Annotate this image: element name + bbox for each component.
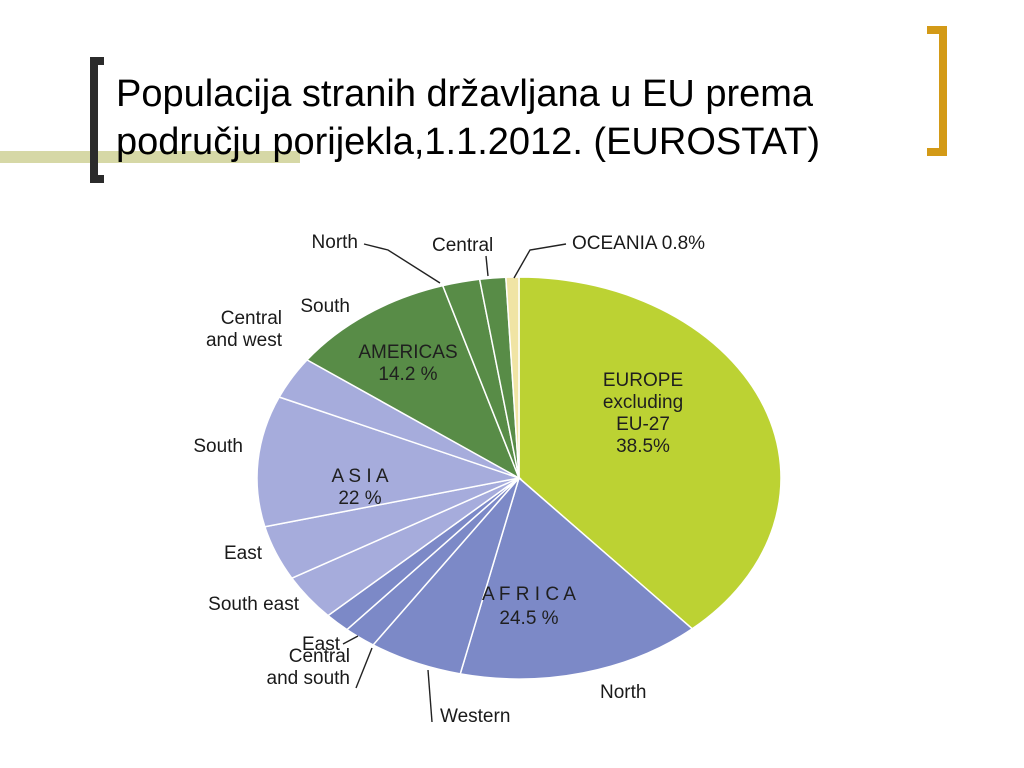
title-line-2: području porijekla,1.1.2012. (EUROSTAT) bbox=[116, 121, 821, 163]
slice-label-asia-south-east: South east bbox=[208, 594, 300, 615]
leader-line-americas-north bbox=[363, 243, 441, 284]
slice-label-asia-east: East bbox=[224, 543, 263, 564]
slice-label-africa-north: North bbox=[600, 682, 646, 703]
slice-label-oceania-oceania-0-8: OCEANIA 0.8% bbox=[572, 233, 705, 254]
group-label-africa: A F R I C A 24.5 % bbox=[482, 584, 576, 629]
slice-label-americas-north: North bbox=[312, 232, 358, 253]
leader-line-africa-east bbox=[342, 635, 359, 645]
group-label-asia: A S I A 22 % bbox=[331, 466, 388, 509]
group-label-americas: AMERICAS 14.2 % bbox=[358, 342, 457, 385]
pie-slice-africa-north bbox=[459, 476, 694, 680]
slice-label-africa-central-and-south: Central and south bbox=[267, 646, 350, 689]
slice-label-asia-central-and-west: Central and west bbox=[206, 308, 283, 351]
left-bracket-decoration bbox=[90, 57, 104, 183]
group-label-europe-excluding-eu-27: EUROPE excluding EU-27 38.5% bbox=[603, 370, 683, 457]
slice-label-americas-south: South bbox=[300, 296, 350, 317]
pie-slice-americas-south bbox=[305, 284, 521, 480]
leader-line-oceania-oceania-0-8 bbox=[513, 243, 567, 279]
slice-label-africa-east: East bbox=[302, 634, 341, 655]
leader-line-africa-central-and-south bbox=[355, 647, 373, 689]
slice-label-americas-central: Central bbox=[432, 235, 493, 256]
slice-label-africa-western: Western bbox=[440, 706, 510, 727]
leader-line-americas-central bbox=[485, 255, 489, 277]
decorative-bar bbox=[0, 151, 300, 163]
right-bracket-decoration bbox=[927, 26, 947, 156]
pie-slice-oceania-oceania-0-8 bbox=[505, 276, 520, 479]
leader-line-africa-western bbox=[427, 669, 433, 723]
title-line-1: Populacija stranih državljana u EU prema bbox=[116, 73, 814, 115]
pie-slice-europe-excluding-eu-27 bbox=[518, 276, 782, 630]
page-title: Populacija stranih državljana u EU prema… bbox=[116, 70, 916, 166]
pie-slice-asia-south bbox=[256, 396, 522, 528]
slice-label-asia-south: South bbox=[193, 436, 243, 457]
